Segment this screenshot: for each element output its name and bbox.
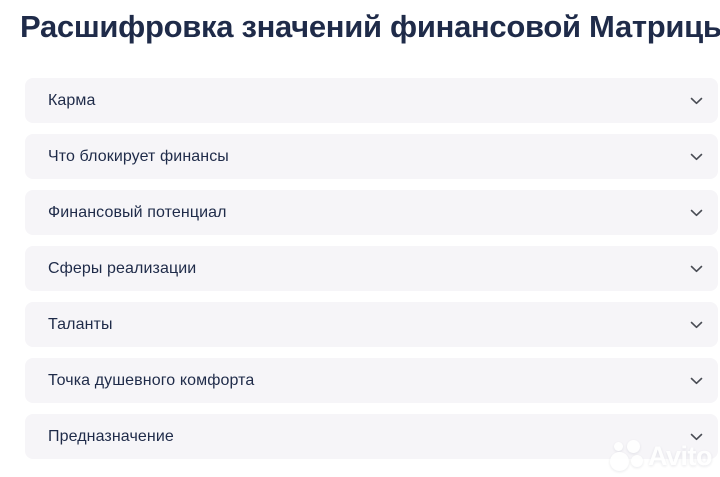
- accordion-item-label: Предназначение: [48, 427, 174, 445]
- accordion-item-label: Что блокирует финансы: [48, 147, 229, 165]
- accordion-item-finance-blockers[interactable]: Что блокирует финансы: [25, 134, 718, 179]
- accordion-item-realization-spheres[interactable]: Сферы реализации: [25, 246, 718, 291]
- chevron-down-icon: [690, 153, 703, 160]
- accordion-item-label: Финансовый потенциал: [48, 203, 227, 221]
- accordion-item-label: Карма: [48, 91, 96, 109]
- chevron-down-icon: [690, 97, 703, 104]
- accordion-item-comfort-point[interactable]: Точка душевного комфорта: [25, 358, 718, 403]
- accordion-item-financial-potential[interactable]: Финансовый потенциал: [25, 190, 718, 235]
- chevron-down-icon: [690, 433, 703, 440]
- accordion-item-karma[interactable]: Карма: [25, 78, 718, 123]
- chevron-down-icon: [690, 377, 703, 384]
- chevron-down-icon: [690, 321, 703, 328]
- chevron-down-icon: [690, 265, 703, 272]
- accordion-item-label: Точка душевного комфорта: [48, 371, 255, 389]
- accordion-item-label: Сферы реализации: [48, 259, 197, 277]
- accordion-item-label: Таланты: [48, 315, 113, 333]
- accordion-item-destiny[interactable]: Предназначение: [25, 414, 718, 459]
- page-title: Расшифровка значений финансовой Матрицы: [20, 9, 720, 44]
- chevron-down-icon: [690, 209, 703, 216]
- accordion-list: Карма Что блокирует финансы Финансовый п…: [25, 78, 718, 470]
- accordion-item-talents[interactable]: Таланты: [25, 302, 718, 347]
